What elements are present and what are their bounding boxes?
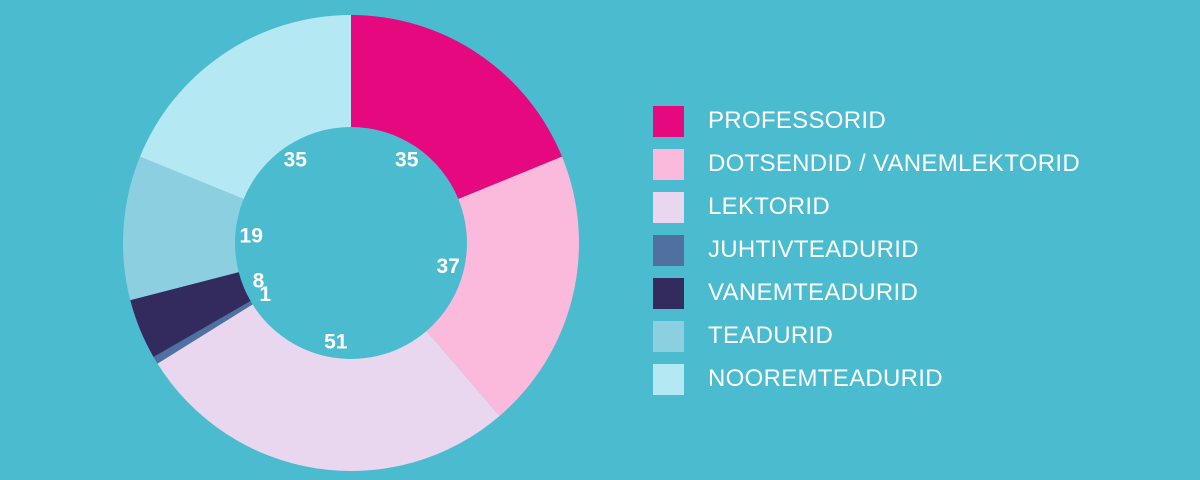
data-labels: 35 37 51 18 19 35 <box>240 148 460 353</box>
legend-swatch <box>653 363 684 395</box>
slice-teadurid <box>123 156 244 301</box>
legend-item-nooremteadurid: NOOREMTEADURID <box>653 363 1080 395</box>
legend-swatch <box>653 148 684 180</box>
slice-dotsendid-vanemlektorid <box>426 156 580 416</box>
data-label-professorid: 35 <box>395 148 419 171</box>
legend-swatch <box>653 234 684 266</box>
legend: PROFESSORID DOTSENDID / VANEMLEKTORID LEKT… <box>653 105 1080 407</box>
slice-professorid <box>351 15 563 200</box>
data-label-teadurid: 19 <box>240 225 263 248</box>
data-label-dotsendid-vanemlektorid: 37 <box>437 255 460 278</box>
slice-vanemteadurid <box>130 272 251 357</box>
legend-item-vanemteadurid: VANEMTEADURID <box>653 277 1080 309</box>
data-label-vanemteadurid: 8 <box>253 269 265 292</box>
data-label-nooremteadurid: 35 <box>284 148 308 171</box>
legend-item-teadurid: TEADURID <box>653 320 1080 352</box>
data-label-juhtivteadurid: 1 <box>259 283 271 306</box>
legend-swatch <box>653 277 684 309</box>
slice-nooremteadurid <box>139 15 351 200</box>
legend-swatch <box>653 320 684 352</box>
legend-item-dotsendid-vanemlektorid: DOTSENDID / VANEMLEKTORID <box>653 148 1080 180</box>
slice-lektorid <box>157 304 500 471</box>
data-label-lektorid: 51 <box>324 330 348 353</box>
donut-slices <box>123 15 580 471</box>
legend-label: NOOREMTEADURID <box>708 365 943 392</box>
legend-item-lektorid: LEKTORID <box>653 191 1080 223</box>
legend-label: PROFESSORID <box>708 107 886 134</box>
legend-label: DOTSENDID / VANEMLEKTORID <box>708 150 1080 177</box>
legend-label: JUHTIVTEADURID <box>708 236 919 263</box>
slice-juhtivteadurid <box>153 301 253 364</box>
legend-item-professorid: PROFESSORID <box>653 105 1080 137</box>
legend-label: VANEMTEADURID <box>708 279 919 306</box>
legend-swatch <box>653 105 684 137</box>
legend-swatch <box>653 191 684 223</box>
legend-label: LEKTORID <box>708 193 830 220</box>
legend-label: TEADURID <box>708 322 834 349</box>
legend-item-juhtivteadurid: JUHTIVTEADURID <box>653 234 1080 266</box>
